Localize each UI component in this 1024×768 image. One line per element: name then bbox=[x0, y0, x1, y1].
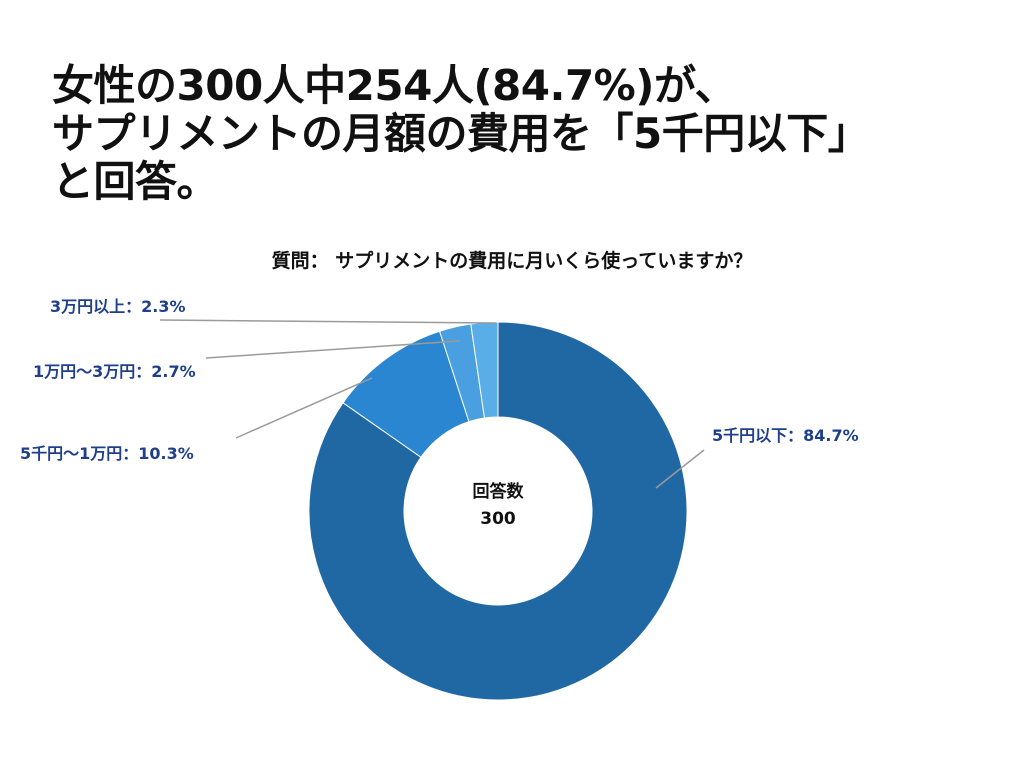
leader-line-1 bbox=[655, 449, 705, 489]
slice-label-1: 5千円以下：84.7% bbox=[712, 426, 859, 445]
chart-question: 質問： サプリメントの費用に月いくら使っていますか？ bbox=[271, 250, 753, 272]
headline-line-1: 女性の300人中254人(84.7%)が、 bbox=[52, 61, 737, 110]
headline-line-2: サプリメントの月額の費用を「5千円以下」 bbox=[52, 109, 870, 158]
headline-line-3: と回答。 bbox=[52, 157, 219, 206]
slice-label-4: 3万円以上：2.3% bbox=[50, 297, 186, 316]
slice-label-3: 1万円〜3万円：2.7% bbox=[33, 362, 196, 381]
headline: 女性の300人中254人(84.7%)が、 サプリメントの月額の費用を「5千円以… bbox=[52, 62, 1012, 206]
leader-line-2 bbox=[235, 377, 373, 439]
donut-slices bbox=[308, 321, 688, 701]
center-label: 回答数 bbox=[473, 481, 525, 502]
leader-lines bbox=[159, 319, 705, 489]
leader-line-3 bbox=[205, 340, 461, 359]
donut-hole bbox=[404, 417, 592, 605]
slice-label-2: 5千円〜1万円：10.3% bbox=[20, 444, 194, 463]
slice-labels: 5千円以下：84.7% 5千円〜1万円：10.3% 1万円〜3万円：2.7% 3万円以… bbox=[20, 297, 859, 463]
center-value: 300 bbox=[480, 509, 516, 529]
leader-line-4 bbox=[159, 319, 497, 324]
